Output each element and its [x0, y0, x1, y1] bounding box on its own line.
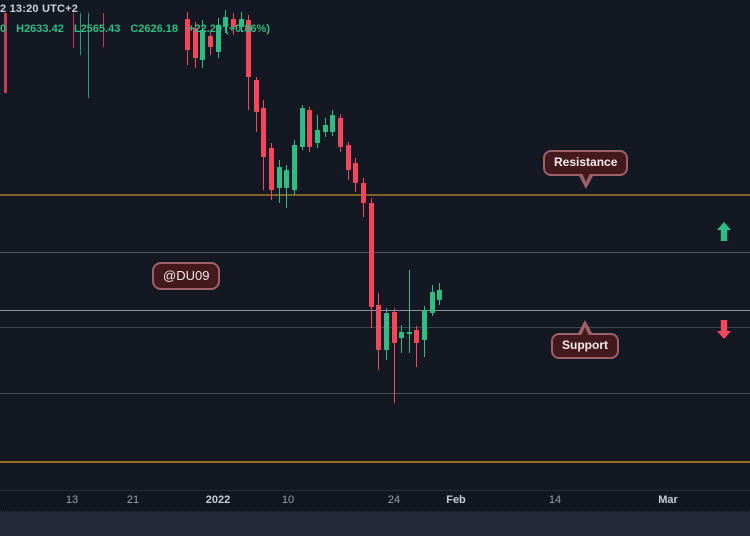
candle [284, 170, 290, 189]
x-axis-tick: 14 [548, 494, 562, 506]
open-value: 0 [0, 23, 7, 35]
time-axis[interactable]: 13 21 2022 10 24 Feb 14 Mar [0, 490, 750, 512]
price-level-line[interactable] [0, 194, 750, 196]
candle [253, 80, 259, 113]
clipped-candle-wick [80, 13, 81, 56]
candle-wick [416, 326, 418, 368]
candle [345, 145, 351, 170]
candle [299, 108, 305, 147]
bottom-toolbar-strip [0, 512, 750, 536]
candle [353, 163, 359, 183]
x-axis-tick: 24 [387, 494, 401, 506]
clipped-candle-wick [4, 13, 7, 93]
candle [215, 25, 221, 52]
resistance-label[interactable]: Resistance [543, 150, 629, 189]
change-value: +22.29 (+0.86%) [188, 23, 270, 35]
support-label[interactable]: Support [551, 320, 619, 359]
candle-wick [408, 270, 410, 353]
candle [429, 292, 435, 313]
clipped-candle-wick [88, 13, 89, 99]
candle [322, 125, 328, 133]
price-level-line[interactable] [0, 327, 750, 328]
candle [315, 130, 320, 143]
candle [200, 30, 206, 60]
clipped-candle-wick [103, 13, 104, 47]
high-value: H2633.42 [16, 23, 64, 35]
price-level-line[interactable] [0, 310, 750, 311]
clipped-candle-wick [72, 13, 74, 49]
x-axis-tick: 13 [65, 494, 79, 506]
candle [330, 115, 336, 133]
close-value: C2626.18 [130, 23, 179, 35]
bar-timestamp: 2 13:20 UTC+2 [0, 3, 79, 15]
candle [307, 110, 313, 147]
candle [337, 118, 343, 147]
candle [368, 203, 374, 307]
price-level-line[interactable] [0, 252, 750, 254]
x-axis-tick: 21 [126, 494, 140, 506]
candle [406, 331, 412, 334]
candle [360, 183, 366, 203]
candle [246, 20, 252, 77]
up-arrow-icon[interactable] [717, 222, 731, 241]
x-axis-tick: 10 [281, 494, 295, 506]
x-axis-tick: 2022 [205, 494, 231, 506]
candle [292, 145, 297, 190]
candle-wick [393, 308, 395, 403]
chart-canvas[interactable] [0, 0, 750, 490]
candle [269, 148, 275, 190]
price-level-line[interactable] [0, 461, 750, 464]
candle [437, 290, 443, 300]
x-axis-tick: Mar [658, 494, 678, 506]
price-level-line[interactable] [0, 393, 750, 394]
candle-wick [401, 325, 403, 353]
candle [238, 19, 244, 27]
ohlc-values: 0 H2633.42 L2565.43 C2626.18 +22.29 (+0.… [0, 23, 270, 35]
candle [261, 108, 267, 157]
ohlc-info-bar: 2 13:20 UTC+2 0 H2633.42 L2565.43 C2626.… [0, 3, 270, 35]
candle [184, 19, 190, 50]
candle [276, 167, 282, 189]
candle [376, 305, 382, 350]
candle [414, 330, 420, 343]
candle [383, 313, 389, 350]
candle [223, 17, 229, 27]
candle [230, 19, 236, 27]
candle [192, 28, 198, 59]
candle [422, 310, 428, 340]
low-value: L2565.43 [73, 23, 121, 35]
candle [391, 312, 397, 343]
x-axis-tick: Feb [446, 494, 466, 506]
down-arrow-icon[interactable] [717, 320, 731, 339]
candle [207, 36, 213, 48]
candle [399, 331, 405, 339]
author-watermark-badge[interactable]: @DU09 [152, 262, 221, 290]
